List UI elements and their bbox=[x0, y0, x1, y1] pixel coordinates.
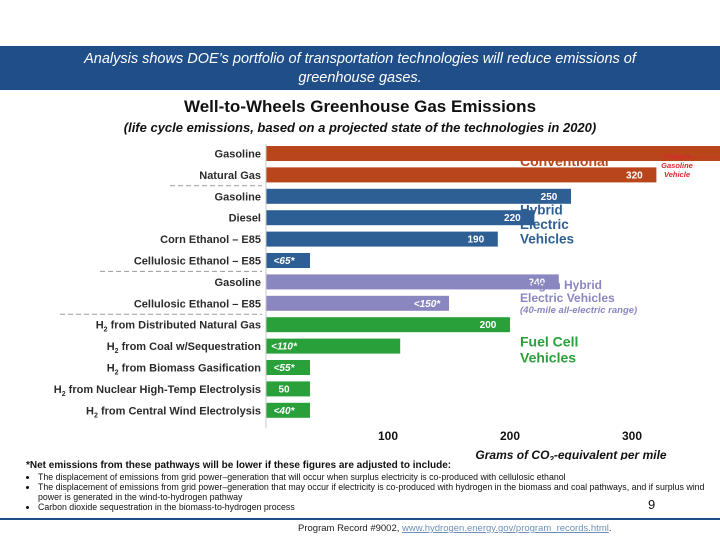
category-label: Gasoline bbox=[215, 191, 261, 203]
bar bbox=[266, 338, 401, 354]
footnote: *Net emissions from these pathways will … bbox=[26, 460, 706, 513]
program-records-link[interactable]: www.hydrogen.energy.gov/program_records.… bbox=[402, 523, 609, 534]
banner-line-1: Analysis shows DOE’s portfolio of transp… bbox=[84, 51, 636, 67]
group-label: Electric bbox=[520, 217, 569, 232]
footnote-item: Carbon dioxide sequestration in the biom… bbox=[38, 502, 706, 512]
category-label: Natural Gas bbox=[199, 170, 261, 182]
bar bbox=[266, 317, 510, 333]
category-label: Cellulosic Ethanol – E85 bbox=[134, 256, 261, 268]
data-label: 50 bbox=[278, 384, 290, 395]
chart-subtitle: (life cycle emissions, based on a projec… bbox=[124, 120, 596, 135]
slide-banner: Analysis shows DOE’s portfolio of transp… bbox=[0, 46, 720, 90]
reference-label: Today's bbox=[663, 152, 691, 161]
footer-prefix: Program Record #9002, bbox=[298, 523, 400, 534]
footnote-title: *Net emissions from these pathways will … bbox=[26, 460, 452, 471]
bottom-divider bbox=[0, 518, 720, 520]
data-label: 250 bbox=[541, 192, 558, 203]
data-label: <150* bbox=[414, 299, 442, 310]
category-label: Gasoline bbox=[215, 277, 261, 289]
category-label: H2 from Coal w/Sequestration bbox=[107, 341, 262, 355]
data-label: 320 bbox=[626, 170, 643, 181]
category-label: H2 from Nuclear High-Temp Electrolysis bbox=[54, 384, 261, 398]
x-tick-label: 100 bbox=[378, 429, 398, 443]
page-number: 9 bbox=[648, 497, 656, 512]
bar bbox=[266, 167, 657, 183]
group-label: Vehicles bbox=[520, 350, 576, 366]
group-label: Vehicles bbox=[520, 168, 576, 184]
group-labels: ConventionalVehiclesHybridElectricVehicl… bbox=[520, 153, 637, 366]
data-label: <40* bbox=[274, 406, 296, 417]
data-label: 190 bbox=[467, 235, 484, 246]
group-sublabel: (40-mile all-electric range) bbox=[520, 305, 637, 316]
category-label: Corn Ethanol – E85 bbox=[160, 234, 261, 246]
category-label: Gasoline bbox=[215, 149, 261, 161]
x-tick-label: 200 bbox=[500, 429, 520, 443]
bar bbox=[266, 381, 310, 397]
footer: Program Record #9002, www.hydrogen.energ… bbox=[298, 523, 611, 534]
bar bbox=[266, 253, 310, 268]
group-label: Plug-in Hybrid bbox=[520, 278, 602, 292]
category-label: Diesel bbox=[229, 213, 261, 225]
footnote-item: The displacement of emissions from grid … bbox=[38, 482, 706, 502]
bar bbox=[266, 295, 449, 311]
category-label: H2 from Central Wind Electrolysis bbox=[86, 405, 261, 419]
bars-layer: 410320250220190<65*240<150*200<110*<55*5… bbox=[266, 146, 720, 418]
banner-line-2: greenhouse gases. bbox=[298, 70, 422, 86]
category-label: Cellulosic Ethanol – E85 bbox=[134, 298, 261, 310]
footnote-item: The displacement of emissions from grid … bbox=[38, 472, 706, 482]
data-label: 240 bbox=[528, 277, 545, 288]
bar bbox=[266, 360, 310, 375]
data-label: <110* bbox=[271, 342, 298, 353]
data-label: <65* bbox=[274, 256, 296, 267]
footer-suffix: . bbox=[608, 523, 612, 534]
x-axis: 100200300400Grams of CO2-equivalent per … bbox=[60, 144, 667, 460]
bar bbox=[266, 188, 571, 204]
x-axis-label: Grams of CO2-equivalent per mile bbox=[475, 448, 666, 460]
group-label: Fuel Cell bbox=[520, 334, 578, 350]
category-label: H2 from Distributed Natural Gas bbox=[96, 320, 261, 334]
reference-label: Gasoline bbox=[661, 161, 693, 170]
group-label: Hybrid bbox=[520, 203, 563, 218]
data-label: 200 bbox=[480, 320, 497, 331]
group-label: Vehicles bbox=[520, 232, 574, 247]
bar bbox=[266, 146, 720, 161]
group-label: Electric Vehicles bbox=[520, 291, 615, 305]
data-label: <55* bbox=[274, 363, 296, 374]
bar bbox=[266, 210, 535, 226]
reference-connector bbox=[674, 156, 720, 159]
category-labels: Gasoline Natural Gas Gasoline Diesel Corn Et… bbox=[54, 149, 262, 420]
footnote-list: The displacement of emissions from grid … bbox=[26, 472, 706, 512]
chart-title: Well-to-Wheels Greenhouse Gas Emissions bbox=[184, 97, 536, 116]
bar bbox=[266, 231, 498, 247]
bar bbox=[266, 274, 559, 290]
data-label: 220 bbox=[504, 213, 521, 224]
x-tick-label: 300 bbox=[622, 429, 642, 443]
emissions-chart: Well-to-Wheels Greenhouse Gas Emissions … bbox=[54, 97, 720, 460]
reference-label: Vehicle bbox=[664, 170, 690, 179]
bar bbox=[266, 402, 310, 418]
category-label: H2 from Biomass Gasification bbox=[107, 363, 262, 377]
group-label: Conventional bbox=[520, 153, 609, 169]
